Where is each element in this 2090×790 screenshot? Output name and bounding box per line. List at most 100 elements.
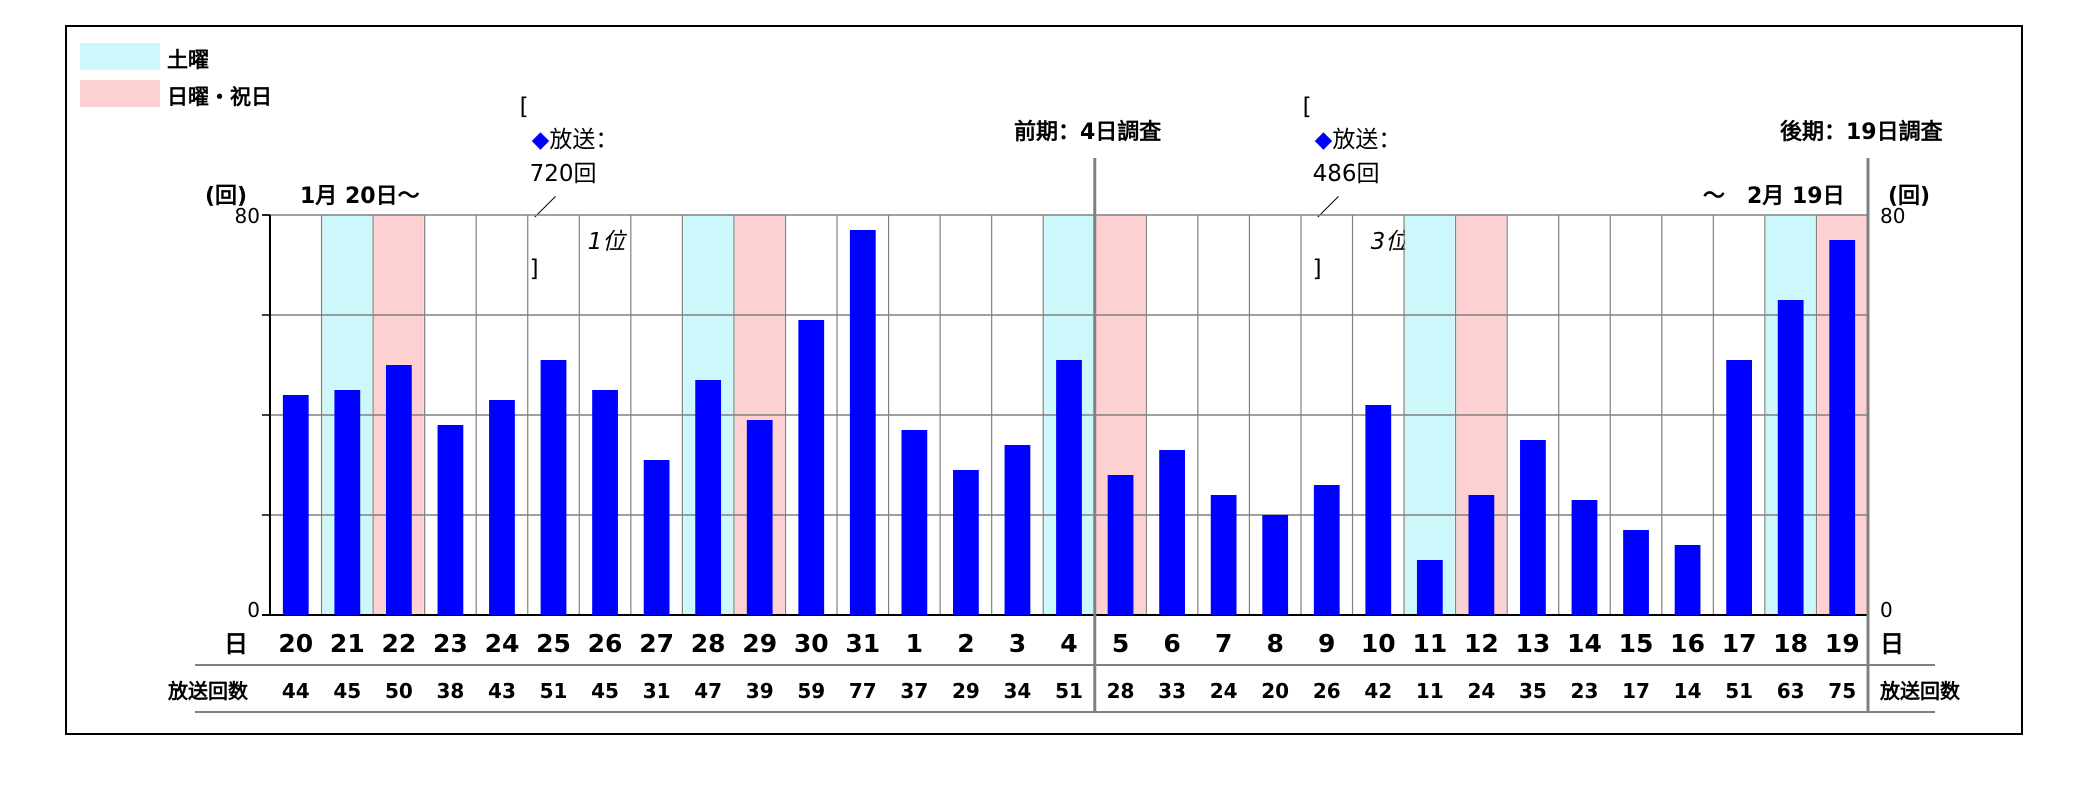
summary-count: 486回 — [1312, 161, 1380, 187]
bar — [695, 380, 722, 615]
bar — [798, 320, 825, 615]
count-data-label: 43 — [488, 679, 516, 703]
legend-label-holiday: 日曜・祝日 — [167, 85, 272, 109]
bar — [1520, 440, 1546, 615]
bar — [953, 470, 979, 615]
count-data-label: 39 — [746, 679, 774, 703]
count-data-label: 47 — [694, 679, 722, 703]
day-tick-label: 9 — [1318, 629, 1335, 658]
count-data-label: 51 — [540, 679, 568, 703]
day-tick-label: 11 — [1412, 629, 1447, 658]
count-data-label: 63 — [1777, 679, 1805, 703]
y-tick-label: 0 — [247, 598, 260, 622]
summary-open-bracket: [ — [1302, 94, 1312, 120]
day-tick-label: 8 — [1266, 629, 1283, 658]
bar — [1313, 485, 1340, 615]
day-tick-label: 25 — [536, 629, 571, 658]
bar — [1365, 405, 1392, 615]
bar — [1571, 500, 1598, 615]
bar — [1623, 530, 1649, 615]
bar — [540, 360, 567, 615]
summary-close-bracket: ] — [1312, 256, 1322, 282]
count-data-label: 11 — [1416, 679, 1444, 703]
bar — [1829, 240, 1856, 615]
diamond-icon: ◆ — [1314, 127, 1333, 153]
day-tick-label: 27 — [639, 629, 674, 658]
bar — [1726, 360, 1753, 615]
y-unit-right: (回) — [1888, 184, 1931, 209]
chart-frame — [65, 25, 2023, 735]
bar — [1262, 515, 1289, 615]
bar — [1468, 495, 1495, 615]
day-tick-label: 28 — [691, 629, 726, 658]
count-data-label: 50 — [385, 679, 413, 703]
bar — [849, 230, 876, 615]
survey-label-second: 後期：19日調査 — [1780, 120, 1943, 145]
bar — [1004, 445, 1031, 615]
day-tick-label: 24 — [485, 629, 520, 658]
count-data-label: 44 — [282, 679, 310, 703]
end-date-label: ～ 2月 19日 — [1703, 184, 1845, 209]
bar — [643, 460, 670, 615]
count-data-label: 35 — [1519, 679, 1547, 703]
day-tick-label: 16 — [1670, 629, 1705, 658]
day-tick-label: 23 — [433, 629, 468, 658]
summary-label: 放送： — [1332, 127, 1402, 153]
day-tick-label: 31 — [845, 629, 880, 658]
day-tick-label: 1 — [906, 629, 923, 658]
day-tick-label: 20 — [278, 629, 313, 658]
bar — [1210, 495, 1237, 615]
bar — [334, 390, 361, 615]
bar — [437, 425, 464, 615]
day-tick-label: 2 — [957, 629, 974, 658]
day-tick-label: 15 — [1619, 629, 1654, 658]
count-data-label: 38 — [436, 679, 464, 703]
day-tick-label: 6 — [1163, 629, 1180, 658]
bar — [1674, 545, 1701, 615]
count-data-label: 51 — [1725, 679, 1753, 703]
bar — [1777, 300, 1804, 615]
y-tick-label-right: 80 — [1880, 204, 1905, 228]
summary-close-bracket: ] — [529, 256, 539, 282]
bar — [746, 420, 773, 615]
day-tick-label: 29 — [742, 629, 777, 658]
summary-rank: 3位 — [1370, 229, 1409, 255]
day-tick-label: 12 — [1464, 629, 1499, 658]
count-data-label: 33 — [1158, 679, 1186, 703]
count-data-label: 59 — [797, 679, 825, 703]
day-row-label-right: 日 — [1880, 630, 1904, 658]
day-tick-label: 21 — [330, 629, 365, 658]
bar — [1107, 475, 1134, 615]
legend-label-saturday: 土曜 — [167, 48, 209, 72]
bar — [385, 365, 412, 615]
bar — [282, 395, 309, 615]
bar — [901, 430, 928, 615]
bar — [489, 400, 515, 615]
summary-second-period: [ ◆放送： 486回 ／ 3位 ] — [1288, 68, 1409, 282]
count-data-label: 17 — [1622, 679, 1650, 703]
bar — [592, 390, 618, 615]
day-tick-label: 3 — [1009, 629, 1026, 658]
count-data-label: 75 — [1828, 679, 1856, 703]
count-data-label: 45 — [591, 679, 619, 703]
count-row-label: 放送回数 — [167, 679, 249, 703]
day-tick-label: 10 — [1361, 629, 1396, 658]
y-unit-left: (回) — [205, 184, 248, 209]
bar — [1416, 560, 1443, 615]
day-tick-label: 13 — [1516, 629, 1551, 658]
legend-swatch-saturday — [80, 43, 160, 70]
count-data-label: 28 — [1107, 679, 1135, 703]
bar — [1159, 450, 1185, 615]
count-data-label: 26 — [1313, 679, 1341, 703]
count-data-label: 31 — [643, 679, 671, 703]
summary-count: 720回 — [529, 161, 597, 187]
count-data-label: 24 — [1210, 679, 1238, 703]
day-tick-label: 26 — [588, 629, 623, 658]
day-tick-label: 14 — [1567, 629, 1602, 658]
start-date-label: 1月 20日～ — [300, 184, 420, 209]
day-tick-label: 17 — [1722, 629, 1757, 658]
count-data-label: 24 — [1467, 679, 1495, 703]
summary-open-bracket: [ — [519, 94, 529, 120]
count-data-label: 29 — [952, 679, 980, 703]
